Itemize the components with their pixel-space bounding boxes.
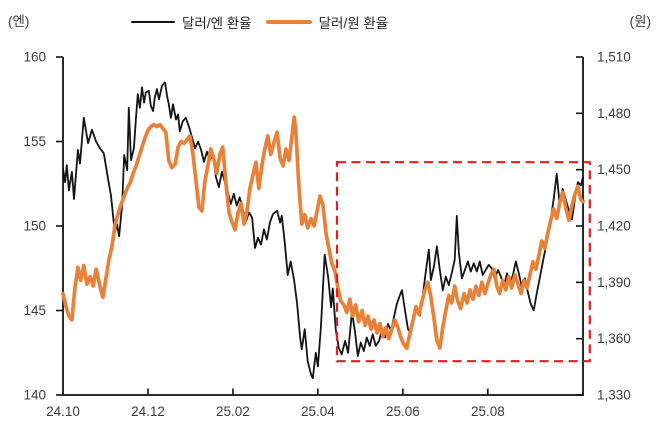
legend-label-usdjpy: 달러/엔 환율 bbox=[182, 16, 252, 31]
left-axis-tick-label: 155 bbox=[23, 134, 46, 149]
x-axis-tick-label: 25.04 bbox=[301, 404, 335, 419]
right-axis-unit-label: (원) bbox=[629, 14, 651, 29]
series-line-usd-jpy bbox=[62, 81, 584, 380]
x-axis-tick-label: 24.10 bbox=[46, 404, 80, 419]
right-axis-tick-label: 1,390 bbox=[597, 275, 631, 290]
left-axis-unit-label: (엔) bbox=[8, 14, 30, 29]
x-axis-tick-label: 24.12 bbox=[131, 404, 165, 419]
series-line-usd-krw bbox=[61, 115, 585, 350]
right-axis-tick-label: 1,480 bbox=[597, 106, 631, 121]
legend-label-usdkrw: 달러/원 환율 bbox=[318, 16, 389, 31]
left-axis-tick-label: 150 bbox=[23, 219, 46, 234]
right-axis-tick-label: 1,450 bbox=[597, 162, 631, 177]
x-axis-tick-label: 25.02 bbox=[216, 404, 250, 419]
left-axis-tick-label: 140 bbox=[23, 388, 46, 403]
legend-line-swatch-usdjpy bbox=[131, 21, 175, 23]
highlight-box bbox=[335, 161, 591, 363]
left-axis-tick-label: 145 bbox=[23, 303, 46, 318]
right-axis-tick-label: 1,360 bbox=[597, 331, 631, 346]
legend-line-swatch-usdkrw bbox=[265, 20, 312, 24]
x-axis-tick-label: 25.06 bbox=[386, 404, 420, 419]
right-axis-tick-label: 1,510 bbox=[597, 50, 631, 65]
right-axis-tick-label: 1,330 bbox=[597, 388, 631, 403]
right-axis-tick-label: 1,420 bbox=[597, 219, 631, 234]
left-axis-tick-label: 160 bbox=[23, 50, 46, 65]
legend: 달러/엔 환율 달러/원 환율 bbox=[131, 13, 388, 31]
x-axis-tick-label: 25.08 bbox=[471, 404, 505, 419]
